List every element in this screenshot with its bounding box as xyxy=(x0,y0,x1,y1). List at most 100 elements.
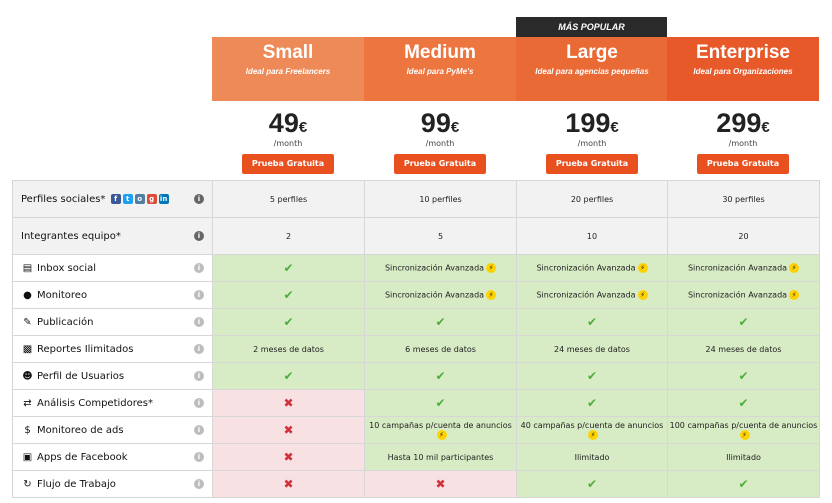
check-icon: ✔ xyxy=(586,315,598,329)
check-icon: ✔ xyxy=(586,477,598,491)
feature-row: ⇄ Análisis Competidores* i ✖ ✔ ✔ ✔ xyxy=(12,389,820,417)
info-icon[interactable]: i xyxy=(194,479,204,489)
plan-enterprise: Enterprise Ideal para Organizaciones 299€ /… xyxy=(667,37,819,174)
cell-text: Sincronización Avanzada xyxy=(384,263,485,273)
free-trial-button[interactable]: Prueba Gratuita xyxy=(241,154,335,174)
lightning-icon: ⚡ xyxy=(789,290,800,300)
price-period: /month xyxy=(728,139,758,148)
price-currency: € xyxy=(761,119,770,136)
plan-tagline: Ideal para agencias pequeñas xyxy=(535,67,649,76)
feature-row: ● Monitoreo i ✔ Sincronización Avanzada ⚡ Sinc… xyxy=(12,281,820,309)
cell-text: Sincronización Avanzada xyxy=(536,290,636,300)
feature-value-cell: 10 campañas p/cuenta de anuncios⚡ xyxy=(364,416,517,444)
globe-icon: ● xyxy=(23,289,32,301)
feature-name-cell: ● Monitoreo i xyxy=(12,281,213,309)
lightning-icon: ⚡ xyxy=(588,429,598,440)
feature-name-cell: ▣ Apps de Facebook i xyxy=(12,443,213,471)
feature-row: Perfiles sociales* f t o g in i 5 perfiles 10 p… xyxy=(12,180,820,218)
feature-name-cell: ⇄ Análisis Competidores* i xyxy=(12,389,213,417)
cell-text: Hasta 10 mil participantes xyxy=(387,452,494,462)
feature-label: Monitoreo de ads xyxy=(37,424,124,436)
feature-value-cell: Sincronización Avanzada ⚡ xyxy=(364,281,517,309)
feature-row: ▤ Inbox social i ✔ Sincronización Avanzada ⚡ S… xyxy=(12,254,820,282)
check-icon: ✔ xyxy=(283,261,294,275)
info-icon[interactable]: i xyxy=(194,371,204,381)
feature-value-cell: ✔ xyxy=(667,362,820,390)
cell-text: 20 perfiles xyxy=(570,194,614,204)
lightning-icon: ⚡ xyxy=(637,263,648,273)
info-icon[interactable]: i xyxy=(194,194,204,204)
lightning-icon: ⚡ xyxy=(739,429,750,440)
plan-name: Medium xyxy=(404,42,476,63)
feature-value-cell: ✖ xyxy=(212,443,365,471)
feature-value-cell: ✔ xyxy=(516,470,668,498)
free-trial-button[interactable]: Prueba Gratuita xyxy=(545,154,639,174)
price-amount: 49 xyxy=(268,108,299,138)
info-icon[interactable]: i xyxy=(194,263,204,273)
plan-name: Large xyxy=(566,42,618,63)
plan-price: 299€ xyxy=(667,109,819,137)
free-trial-button[interactable]: Prueba Gratuita xyxy=(696,154,790,174)
cell-text: Sincronización Avanzada xyxy=(384,290,485,300)
feature-label: Flujo de Trabajo xyxy=(37,478,116,490)
plan-header: Enterprise Ideal para Organizaciones xyxy=(667,37,819,101)
cell-text: 40 campañas p/cuenta de anuncios xyxy=(520,420,664,430)
feature-value-cell: 100 campañas p/cuenta de anuncios⚡ xyxy=(667,416,820,444)
plan-large: Large Ideal para agencias pequeñas 199€/mo… xyxy=(516,37,668,174)
feature-label: Inbox social xyxy=(37,262,97,274)
feature-value-cell: ✔ xyxy=(516,308,668,336)
info-icon[interactable]: i xyxy=(194,344,204,354)
feature-name-cell: Integrantes equipo* i xyxy=(12,217,213,255)
feature-label: Monitoreo xyxy=(37,289,88,301)
feature-value-cell: Sincronización Avanzada ⚡ xyxy=(364,254,517,282)
feature-value-cell: 40 campañas p/cuenta de anuncios⚡ xyxy=(516,416,668,444)
cell-text: Sincronización Avanzada xyxy=(536,263,636,273)
info-icon[interactable]: i xyxy=(194,290,204,300)
price-currency: € xyxy=(610,119,619,136)
info-icon[interactable]: i xyxy=(194,231,204,241)
lightning-icon: ⚡ xyxy=(637,290,648,300)
feature-value-cell: ✔ xyxy=(364,389,517,417)
feature-value-cell: ✔ xyxy=(667,470,820,498)
price-amount: 299 xyxy=(716,108,762,138)
plan-name: Small xyxy=(262,42,314,63)
feature-label: Análisis Competidores* xyxy=(37,397,154,409)
cell-text: 2 meses de datos xyxy=(253,344,324,354)
free-trial-button[interactable]: Prueba Gratuita xyxy=(393,154,487,174)
feature-value-cell: 30 perfiles xyxy=(667,180,820,218)
cell-text: 10 perfiles xyxy=(419,194,462,204)
feature-name-cell: ▩ Reportes Ilimitados i xyxy=(12,335,213,363)
check-icon: ✔ xyxy=(738,477,749,491)
feature-name-cell: Perfiles sociales* f t o g in i xyxy=(12,180,213,218)
feature-label: Perfiles sociales* xyxy=(21,193,106,205)
feature-value-cell: Sincronización Avanzada ⚡ xyxy=(667,254,820,282)
feature-value-cell: ✔ xyxy=(516,389,668,417)
cell-text: Sincronización Avanzada xyxy=(687,263,788,273)
twitter-icon: t xyxy=(122,193,133,204)
cross-icon: ✖ xyxy=(283,477,294,491)
cell-text: 100 campañas p/cuenta de anuncios xyxy=(669,420,818,430)
feature-row: Integrantes equipo* i 2 5 10 20 xyxy=(12,217,820,255)
feature-value-cell: ✔ xyxy=(212,254,365,282)
cross-icon: ✖ xyxy=(283,396,294,410)
feature-value-cell: 2 meses de datos xyxy=(212,335,365,363)
feature-value-cell: 5 perfiles xyxy=(212,180,365,218)
info-icon[interactable]: i xyxy=(194,398,204,408)
feature-name-cell: ☻ Perfil de Usuarios i xyxy=(12,362,213,390)
feature-label: Apps de Facebook xyxy=(37,451,128,463)
lightning-icon: ⚡ xyxy=(436,429,447,440)
feature-value-cell: ✔ xyxy=(667,308,820,336)
feature-name-cell: ✎ Publicación i xyxy=(12,308,213,336)
inbox-icon: ▤ xyxy=(22,262,33,274)
google-plus-icon: g xyxy=(146,193,157,204)
info-icon[interactable]: i xyxy=(194,425,204,435)
feature-label: Integrantes equipo* xyxy=(21,230,121,242)
info-icon[interactable]: i xyxy=(194,317,204,327)
info-icon[interactable]: i xyxy=(194,452,204,462)
cross-icon: ✖ xyxy=(283,450,294,464)
check-icon: ✔ xyxy=(283,369,294,383)
feature-value-cell: Sincronización Avanzada ⚡ xyxy=(516,281,668,309)
feature-row: $ Monitoreo de ads i ✖ 10 campañas p/cuenta … xyxy=(12,416,820,444)
price-period: /month xyxy=(273,139,303,148)
check-icon: ✔ xyxy=(435,396,446,410)
